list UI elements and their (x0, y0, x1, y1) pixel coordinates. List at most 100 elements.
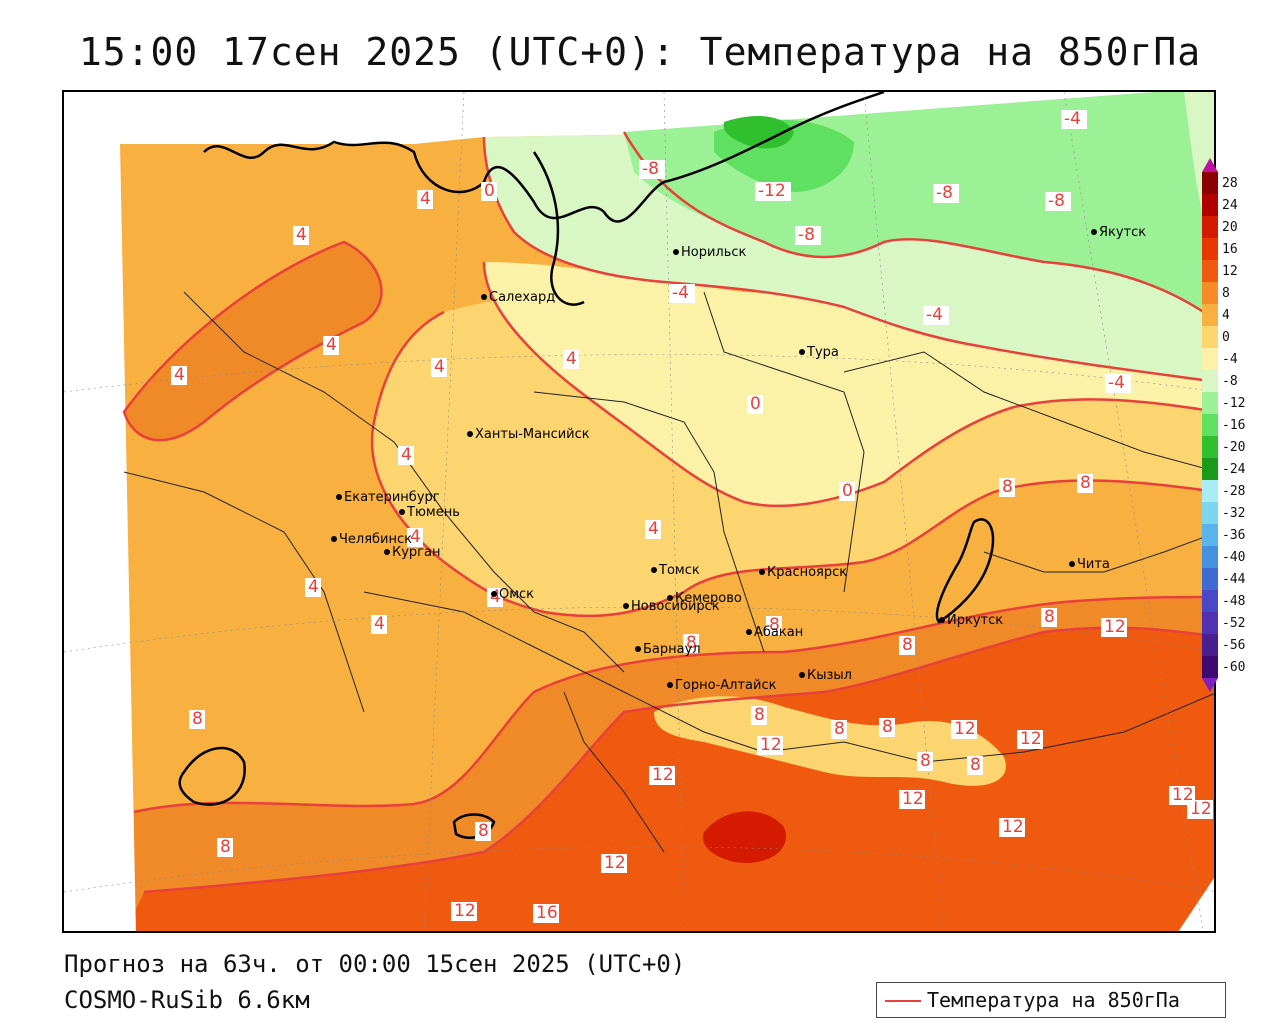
line-legend: Температура на 850гПа (876, 982, 1226, 1018)
colorbar-swatch (1202, 216, 1218, 238)
colorbar-tick-label: -16 (1222, 418, 1246, 433)
parallel-1 (64, 354, 1214, 393)
isotherm-label-text: 12 (760, 735, 782, 755)
no-data-se (1178, 878, 1214, 931)
isotherm-label-bg (1077, 474, 1093, 493)
isotherm-label: 0 (481, 181, 497, 201)
isotherm-label-bg (639, 160, 665, 179)
isotherm-label-text: 0 (484, 181, 495, 201)
isotherm-plus-8-ural (122, 240, 383, 442)
isotherm-label-text: 12 (604, 853, 626, 873)
isotherm-label-text: -8 (798, 225, 815, 245)
isotherm-label-bg (189, 710, 205, 729)
city-label: Челябинск (339, 532, 412, 547)
isotherm-label-bg (475, 822, 491, 841)
city-label: Салехард (489, 290, 555, 305)
isotherm-label-bg (766, 616, 782, 635)
isotherm-label: 4 (431, 357, 447, 377)
colorbar-tick-label: -28 (1222, 484, 1246, 499)
isotherm-label-text: 12 (652, 765, 674, 785)
isotherm-label-bg (747, 395, 763, 414)
isotherm-label-bg (371, 615, 387, 634)
isotherm-label-text: -4 (1064, 109, 1081, 129)
isotherm-label-text: -4 (1108, 373, 1125, 393)
city-dot (635, 646, 641, 652)
isotherm-label: 4 (171, 365, 187, 385)
isotherm-label: 8 (189, 709, 205, 729)
colorbar-tick-label: -48 (1222, 594, 1246, 609)
isotherm-label-bg (533, 904, 559, 923)
legend-line-swatch (885, 1000, 921, 1002)
isotherm-label-bg (755, 182, 791, 201)
isotherm-label: 12 (1017, 729, 1043, 749)
meridian-2 (663, 92, 685, 931)
isotherm-label: 8 (1041, 607, 1057, 627)
city-dot (336, 494, 342, 500)
city-14: Абакан (746, 625, 803, 640)
isotherm-minus-4 (482, 136, 1214, 383)
colorbar-swatch (1202, 612, 1218, 634)
colorbar-swatch (1202, 656, 1218, 678)
colorbar-swatch (1202, 238, 1218, 260)
zone-plus-16 (703, 811, 786, 863)
isotherm-plus-4 (370, 310, 1214, 618)
isotherm-label-bg (431, 358, 447, 377)
zone-minus-16 (723, 116, 794, 149)
city-3: Тура (799, 345, 839, 360)
isotherm-label-text: 4 (490, 587, 501, 607)
colorbar-tick-label: -60 (1222, 660, 1246, 675)
border-7 (983, 532, 1214, 573)
isotherm-label: 8 (475, 821, 491, 841)
isotherm-label-bg (967, 756, 983, 775)
isotherm-label: 12 (1101, 617, 1127, 637)
city-dot (799, 672, 805, 678)
isotherm-label-bg (407, 528, 423, 547)
meridian-4 (1063, 92, 1204, 931)
isotherm-label: 8 (999, 477, 1015, 497)
arctic-coastline (203, 92, 885, 223)
isotherm-label: 12 (999, 817, 1025, 837)
city-19: Чита (1069, 557, 1110, 572)
colorbar-tick-label: -12 (1222, 396, 1246, 411)
city-2: Салехард (481, 290, 555, 305)
isotherm-label: 4 (323, 335, 339, 355)
isotherm-plus-8 (133, 595, 1214, 814)
isotherm-label-text: 8 (220, 837, 231, 857)
colorbar-tick-label: -52 (1222, 616, 1246, 631)
isotherm-label: 8 (879, 717, 895, 737)
colorbar-top-arrow (1202, 158, 1218, 172)
city-label: Омск (499, 587, 534, 602)
isotherm-label-text: 4 (410, 527, 421, 547)
isotherm-label: 4 (398, 445, 414, 465)
colorbar-swatch (1202, 458, 1218, 480)
isotherm-label-text: 4 (296, 225, 307, 245)
city-label: Якутск (1099, 225, 1146, 240)
isotherm-label: 8 (217, 837, 233, 857)
colorbar-tick-label: 28 (1222, 176, 1238, 191)
border-8 (563, 691, 665, 853)
colorbar-tick-label: 20 (1222, 220, 1238, 235)
isotherm-label-text: 12 (954, 719, 976, 739)
city-1: Якутск (1091, 225, 1146, 240)
city-8: Курган (384, 545, 440, 560)
colorbar-scale (1202, 158, 1218, 692)
city-label: Красноярск (767, 565, 847, 580)
isotherm-label: 4 (563, 349, 579, 369)
city-10: Томск (651, 563, 700, 578)
isotherm-label-bg (293, 226, 309, 245)
isotherm-label: -4 (923, 305, 949, 325)
city-11: Красноярск (759, 565, 847, 580)
isotherm-label-bg (1061, 110, 1087, 129)
city-label: Кемерово (675, 591, 742, 606)
city-dot (1091, 229, 1097, 235)
city-label: Тура (806, 345, 839, 360)
isotherm-label: 16 (533, 903, 559, 923)
isotherm-label: 12 (451, 901, 477, 921)
isotherm-label-text: 8 (1044, 607, 1055, 627)
isotherm-label: 4 (487, 587, 503, 607)
colorbar-tick-label: 8 (1222, 286, 1230, 301)
isotherm-label-bg (1169, 786, 1195, 805)
forecast-info: Прогноз на 63ч. от 00:00 15сен 2025 (UTC… (64, 950, 686, 978)
isotherm-minus-8 (622, 131, 1214, 321)
city-5: Екатеринбург (336, 490, 440, 505)
